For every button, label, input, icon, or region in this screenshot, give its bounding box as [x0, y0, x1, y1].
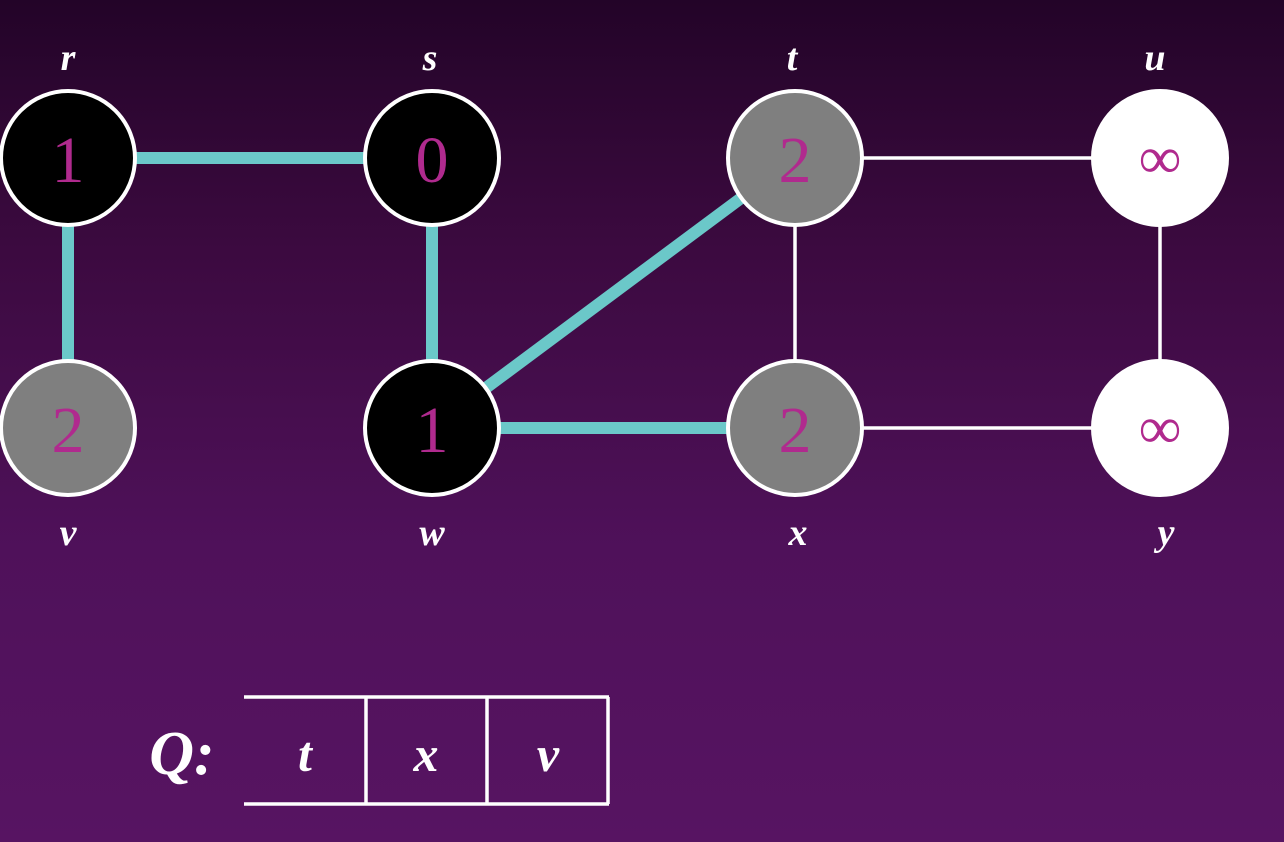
- vertex-distance: 1: [52, 124, 85, 197]
- tree-edge-w-t: [428, 153, 799, 433]
- vertex-circle: [1091, 359, 1229, 497]
- vertex-t: 2t: [726, 37, 864, 227]
- vertex-distance: 2: [779, 124, 812, 197]
- vertex-distance: 2: [52, 394, 85, 467]
- vertex-label: u: [1144, 37, 1165, 79]
- queue-box: [244, 695, 610, 806]
- queue: Q: t x v: [149, 695, 610, 806]
- vertex-distance: 2: [779, 394, 812, 467]
- vertex-distance: 0: [416, 124, 449, 197]
- vertex-r: 1r: [0, 37, 137, 227]
- queue-item: x: [413, 726, 439, 782]
- vertex-circle: [0, 359, 137, 497]
- vertex-u: ∞u: [1091, 37, 1229, 227]
- vertex-label: s: [422, 37, 438, 79]
- vertex-s: 0s: [363, 37, 501, 227]
- vertex-distance: ∞: [1139, 125, 1182, 191]
- vertex-circle: [1091, 89, 1229, 227]
- vertex-label: v: [60, 512, 78, 554]
- vertex-circle: [0, 89, 137, 227]
- queue-item: t: [298, 726, 314, 782]
- vertex-distance: ∞: [1139, 395, 1182, 461]
- vertex-label: r: [61, 37, 77, 79]
- vertex-circle: [363, 359, 501, 497]
- vertex-label: y: [1154, 512, 1175, 554]
- vertex-circle: [726, 359, 864, 497]
- vertex-label: x: [788, 512, 808, 554]
- vertex-circle: [363, 89, 501, 227]
- queue-item: v: [537, 726, 560, 782]
- vertex-v: 2v: [0, 359, 137, 554]
- vertex-y: ∞y: [1091, 359, 1229, 554]
- queue-label: Q:: [149, 720, 214, 788]
- vertex-label: t: [787, 37, 799, 79]
- vertex-circle: [726, 89, 864, 227]
- vertex-w: 1w: [363, 359, 501, 554]
- edges: [62, 152, 1162, 434]
- vertex-label: w: [419, 512, 445, 554]
- vertex-distance: 1: [416, 394, 449, 467]
- vertex-x: 2x: [726, 359, 864, 554]
